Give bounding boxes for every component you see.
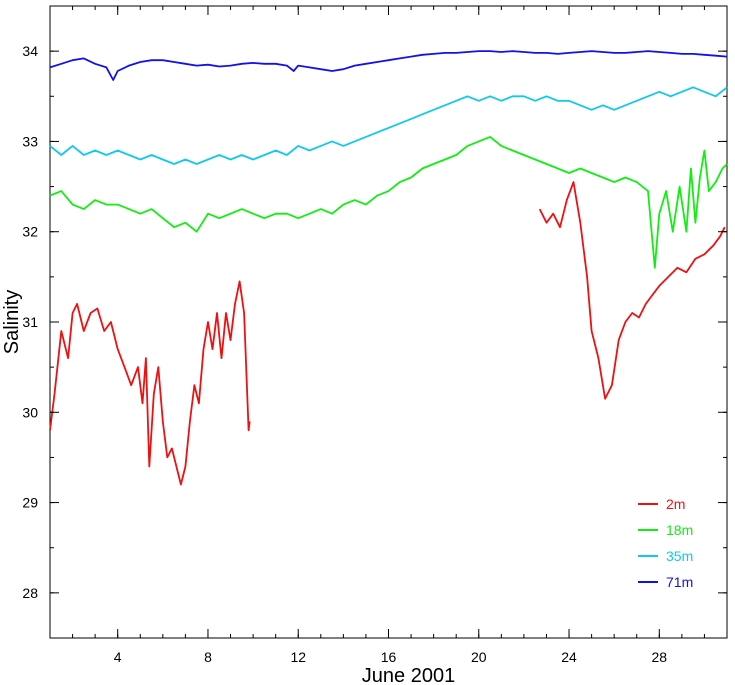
y-tick-label: 31 <box>22 314 38 330</box>
x-tick-label: 12 <box>290 649 306 665</box>
series-line-71m <box>49 50 728 81</box>
ticks-layer: 4 8 12 16 20 24 28 28 29 30 31 32 33 34 <box>22 5 728 665</box>
legend-label-2m: 2m <box>666 496 685 512</box>
series-line-35m <box>49 86 728 165</box>
legend-label-35m: 35m <box>666 548 693 564</box>
x-tick-label: 20 <box>471 649 487 665</box>
legend-label-18m: 18m <box>666 522 693 538</box>
y-tick-label: 28 <box>22 585 38 601</box>
x-tick-label: 4 <box>114 649 122 665</box>
x-tick-label: 24 <box>561 649 577 665</box>
series-line-2m <box>49 280 251 486</box>
series-2m <box>49 181 726 486</box>
legend: 2m 18m 35m 71m <box>638 496 693 590</box>
legend-label-71m: 71m <box>666 574 693 590</box>
series-layer <box>49 50 728 486</box>
y-tick-label: 33 <box>22 133 38 149</box>
y-tick-label: 34 <box>22 43 38 59</box>
y-axis-title: Salinity <box>1 290 23 354</box>
series-71m <box>49 50 728 81</box>
series-35m <box>49 86 728 165</box>
series-line-18m <box>49 136 728 269</box>
x-tick-label: 28 <box>652 649 668 665</box>
series-line-2m <box>538 181 726 400</box>
x-axis-title: June 2001 <box>362 665 455 685</box>
y-tick-label: 32 <box>22 224 38 240</box>
x-tick-label: 16 <box>381 649 397 665</box>
y-tick-label: 30 <box>22 404 38 420</box>
x-tick-label: 8 <box>204 649 212 665</box>
series-18m <box>49 136 728 269</box>
y-tick-label: 29 <box>22 495 38 511</box>
